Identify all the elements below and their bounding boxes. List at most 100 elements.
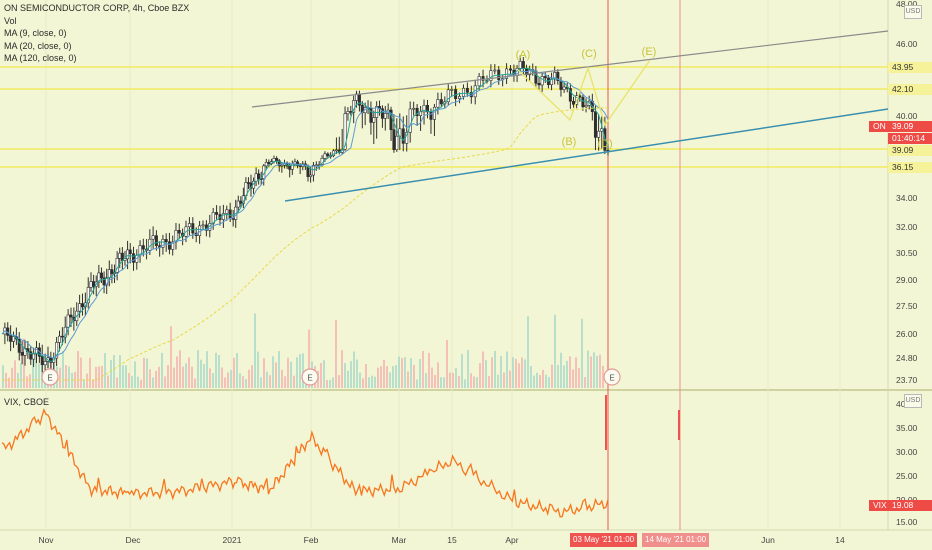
price-tag-36-15: 36.15 xyxy=(888,162,932,173)
symbol-title[interactable]: ON SEMICONDUCTOR CORP, 4h, Cboe BZX xyxy=(4,3,190,13)
volume-bar xyxy=(590,356,592,388)
volume-bar xyxy=(206,351,208,388)
volume-bar xyxy=(512,357,514,388)
volume-bar xyxy=(527,316,529,388)
volume-bar xyxy=(146,358,148,388)
candle-body xyxy=(401,128,405,144)
volume-bar xyxy=(119,355,121,388)
earnings-marker-0[interactable]: E xyxy=(41,368,59,386)
volume-bar xyxy=(347,370,349,388)
candle-body xyxy=(458,96,462,99)
volume-bar xyxy=(98,366,100,388)
candle-body xyxy=(191,223,195,234)
price-axis-label: 46.00 xyxy=(896,39,918,49)
volume-bar xyxy=(494,350,496,388)
elliott-wave-path xyxy=(517,59,651,127)
crosshair-time-tag-1: 03 May '21 01:00 xyxy=(570,533,638,547)
volume-bar xyxy=(224,377,226,388)
volume-bar xyxy=(272,356,274,388)
volume-bar xyxy=(341,350,343,388)
legend-ma120[interactable]: MA (120, close, 0) xyxy=(4,53,77,63)
candle-body xyxy=(352,100,356,113)
volume-bar xyxy=(488,376,490,388)
candle-body xyxy=(211,212,215,224)
volume-bar xyxy=(128,373,130,388)
volume-bar xyxy=(134,361,136,388)
candle-body xyxy=(593,111,597,138)
candle-body xyxy=(257,173,261,179)
candle-body xyxy=(161,239,165,248)
volume-bar xyxy=(413,365,415,388)
candle-body xyxy=(92,281,96,287)
price-axis-label: 24.80 xyxy=(896,353,918,363)
volume-bar xyxy=(518,363,520,388)
volume-bar xyxy=(497,374,499,388)
candle-body xyxy=(78,303,82,312)
volume-bar xyxy=(320,362,322,388)
currency-toggle-main[interactable]: USD xyxy=(904,5,922,19)
time-axis-label: Feb xyxy=(304,535,319,545)
volume-bar xyxy=(470,373,472,388)
volume-bar xyxy=(251,365,253,388)
price-tag-43-95: 43.95 xyxy=(888,62,932,73)
volume-bar xyxy=(422,351,424,388)
volume-bar xyxy=(68,366,70,388)
vix-axis-label: 35.00 xyxy=(896,423,918,433)
time-axis-label: Dec xyxy=(125,535,141,545)
volume-bar xyxy=(569,356,571,388)
candle-body xyxy=(171,241,175,250)
candle-body xyxy=(489,70,493,81)
candle-body xyxy=(107,269,111,279)
volume-bar xyxy=(467,350,469,388)
candle-body xyxy=(389,109,393,130)
candle-body xyxy=(309,174,313,177)
volume-bar xyxy=(218,355,220,388)
legend-ma9[interactable]: MA (9, close, 0) xyxy=(4,28,67,38)
candle-body xyxy=(201,224,205,227)
volume-bar xyxy=(344,362,346,388)
volume-bar xyxy=(473,376,475,388)
volume-bar xyxy=(452,372,454,388)
time-axis-label: Apr xyxy=(505,535,518,545)
candle-body xyxy=(380,108,384,119)
volume-bar xyxy=(104,353,106,388)
volume-bar xyxy=(200,359,202,388)
candle-body xyxy=(164,239,168,243)
candle-body xyxy=(239,200,243,204)
earnings-marker-2[interactable]: E xyxy=(603,368,621,386)
candle-body xyxy=(126,249,130,260)
vix-badge: VIX xyxy=(869,500,888,511)
volume-bar xyxy=(263,358,265,388)
currency-toggle-vix[interactable]: USD xyxy=(904,394,922,408)
volume-bar xyxy=(122,365,124,388)
vix-legend[interactable]: VIX, CBOE xyxy=(4,397,50,407)
legend-ma20[interactable]: MA (20, close, 0) xyxy=(4,40,72,51)
candle-body xyxy=(11,336,15,342)
horizontal-levels xyxy=(0,66,888,168)
candle-body xyxy=(568,88,572,102)
volume-bar xyxy=(8,377,10,388)
volume-bar xyxy=(386,366,388,388)
volume-bar xyxy=(236,352,238,388)
volume-bar xyxy=(107,375,109,388)
volume-bar xyxy=(326,379,328,388)
candle-body xyxy=(132,253,136,263)
volume-bar xyxy=(116,377,118,388)
volume-bar xyxy=(203,364,205,388)
volume-bar xyxy=(137,376,139,388)
candle-body xyxy=(465,87,469,93)
volume-bar xyxy=(524,359,526,388)
earnings-marker-1[interactable]: E xyxy=(301,368,319,386)
candle-body xyxy=(236,200,240,208)
volume-bar xyxy=(404,357,406,388)
legend-vol[interactable]: Vol xyxy=(4,15,17,26)
volume-bar xyxy=(458,375,460,388)
volume-bar xyxy=(176,356,178,388)
candle-body xyxy=(215,212,219,215)
candle-body xyxy=(267,162,271,164)
candle-body xyxy=(425,104,429,113)
price-axis-label: 34.00 xyxy=(896,193,918,203)
volume-bar xyxy=(539,374,541,388)
candle-body xyxy=(493,69,497,72)
